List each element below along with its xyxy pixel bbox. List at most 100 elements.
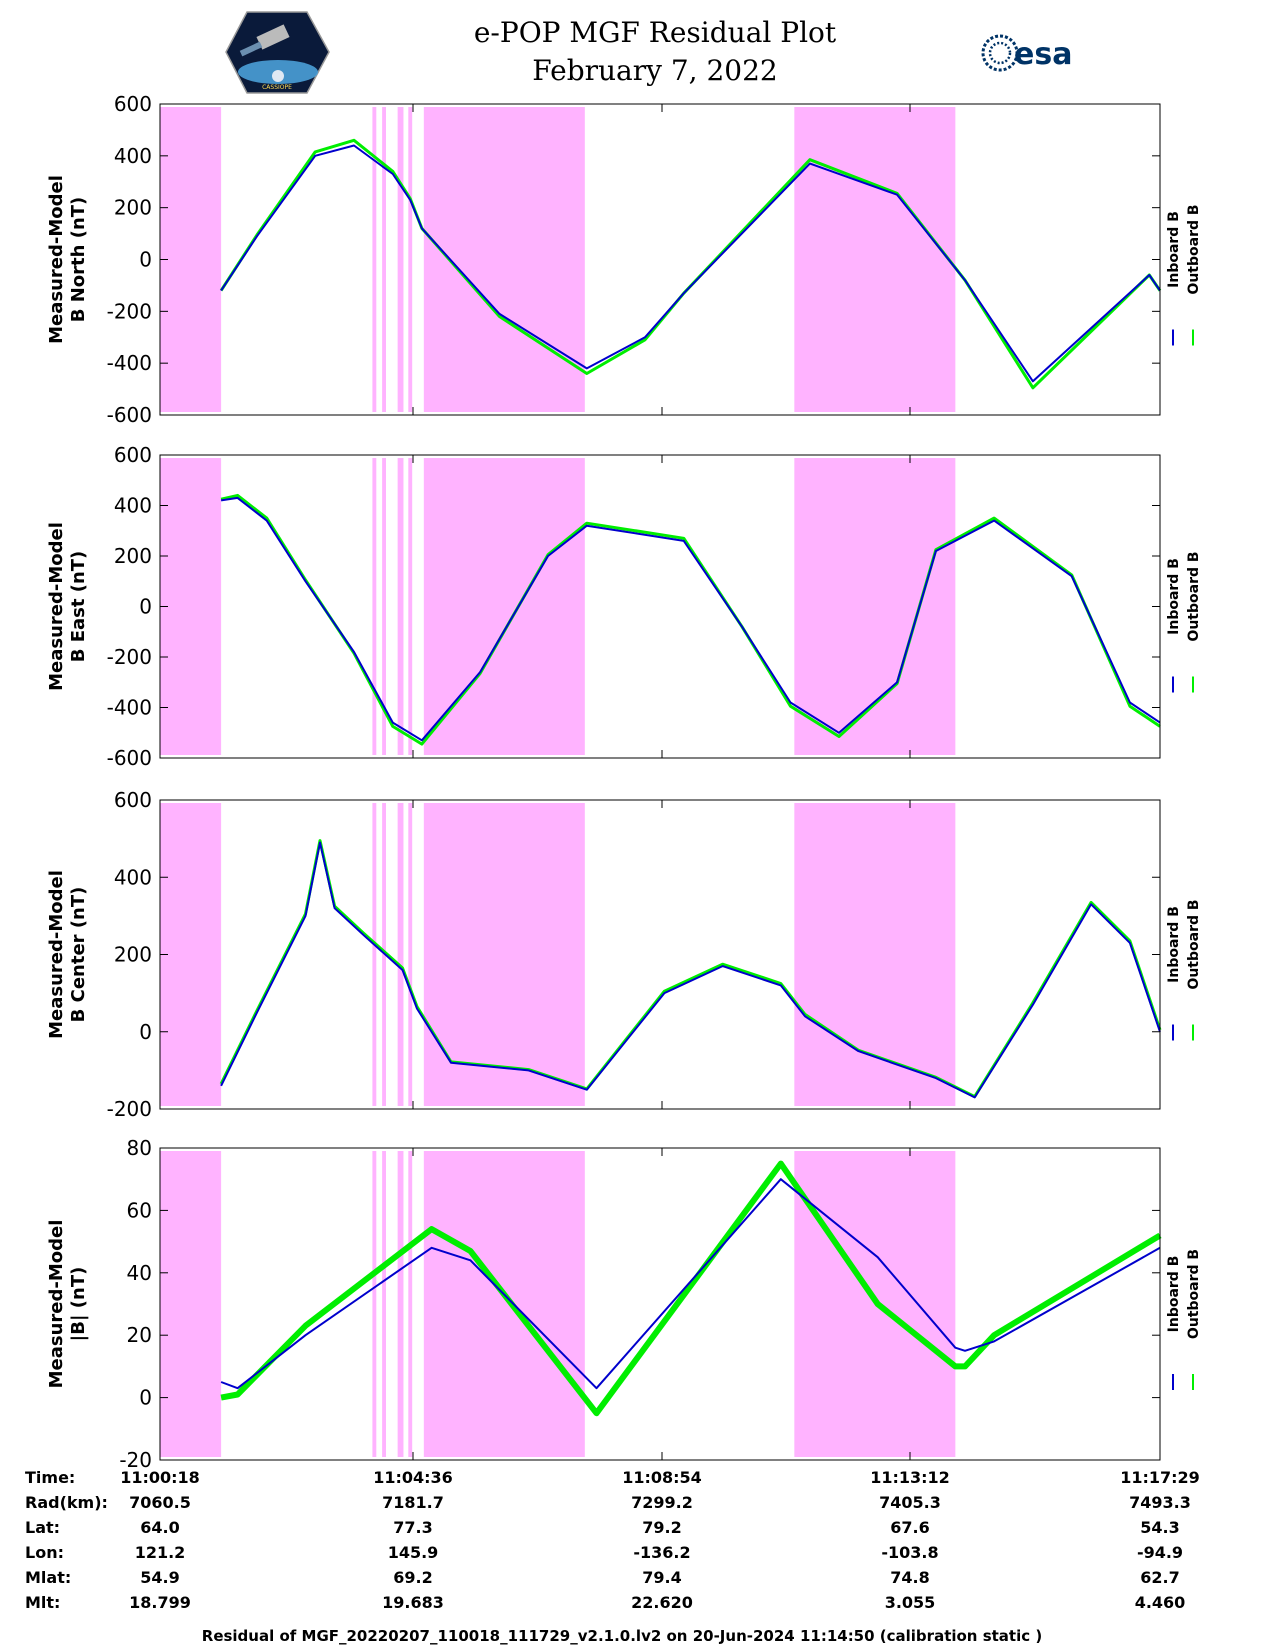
- y-tick-label: 400: [114, 494, 152, 518]
- shaded-interval: [397, 1151, 404, 1457]
- chart-panel-4: 80 60 40 20 0 -20 Measured-Model |B| (nT) Inboar…: [46, 1136, 1202, 1472]
- legend-outboard-label: Outboard B: [1186, 899, 1202, 989]
- info-cell: 67.6: [890, 1518, 929, 1537]
- info-cell: 64.0: [140, 1518, 179, 1537]
- shaded-interval: [372, 107, 377, 412]
- info-cell: -136.2: [633, 1543, 690, 1562]
- y-tick-label: 200: [114, 544, 152, 568]
- plot-frame: [159, 799, 1161, 1110]
- info-cell: 7060.5: [129, 1493, 191, 1512]
- legend: Inboard B Outboard B: [1166, 204, 1202, 346]
- inboard-series-line: [220, 841, 1161, 1099]
- plot-frame: [159, 1147, 1161, 1461]
- legend-outboard-label: Outboard B: [1186, 551, 1202, 641]
- y-axis-label: Measured-Model: [46, 870, 67, 1039]
- y-tick-label: -400: [107, 351, 152, 375]
- info-cell: 3.055: [885, 1593, 936, 1612]
- y-tick-label: 0: [139, 1020, 152, 1044]
- info-cell: 54.3: [1140, 1518, 1179, 1537]
- y-tick-label: -20: [119, 1448, 152, 1472]
- outboard-series-line: [220, 493, 1161, 746]
- info-row-label: Rad(km):: [25, 1493, 108, 1512]
- y-axis-label-units: |B| (nT): [68, 1267, 89, 1342]
- info-cell: 121.2: [135, 1543, 186, 1562]
- y-tick-label: -600: [107, 403, 152, 427]
- legend: Inboard B Outboard B: [1166, 551, 1202, 693]
- legend-inboard-label: Inboard B: [1166, 558, 1182, 635]
- y-tick-label: -200: [107, 1097, 152, 1121]
- y-tick-label: -400: [107, 696, 152, 720]
- shaded-interval: [372, 1151, 377, 1457]
- cassiope-logo-text: CASSIOPE: [262, 84, 292, 91]
- legend: Inboard B Outboard B: [1166, 899, 1202, 1041]
- legend-outboard-label: Outboard B: [1186, 1249, 1202, 1339]
- info-cell: 11:13:12: [870, 1468, 950, 1487]
- esa-logo: esa: [981, 34, 1072, 72]
- legend-outboard-label: Outboard B: [1186, 204, 1202, 294]
- cassiope-logo: CASSIOPE: [225, 11, 330, 94]
- shaded-interval: [160, 107, 222, 412]
- shaded-interval: [397, 107, 404, 412]
- y-axis-label-units: B North (nT): [68, 197, 89, 323]
- info-cell: 79.4: [642, 1568, 681, 1587]
- shaded-interval: [423, 803, 585, 1106]
- shaded-interval: [408, 1151, 413, 1457]
- info-cell: 74.8: [890, 1568, 929, 1587]
- shaded-interval: [794, 803, 956, 1106]
- info-cell: 145.9: [388, 1543, 439, 1562]
- header: CASSIOPE e-POP MGF Residual Plot Februar…: [225, 11, 1072, 94]
- y-axis-label: Measured-Model: [46, 522, 67, 691]
- inboard-series-line: [220, 144, 1161, 383]
- plot-frame: [159, 103, 1161, 416]
- info-cell: 11:08:54: [622, 1468, 702, 1487]
- info-row-label: Mlt:: [25, 1593, 60, 1612]
- info-cell: 11:00:18: [120, 1468, 200, 1487]
- chart-panel-1: 600 400 200 0 -200 -400 -600 Measured-Model B No…: [46, 92, 1202, 427]
- page-title: e-POP MGF Residual Plot: [474, 16, 837, 49]
- shaded-interval: [408, 107, 413, 412]
- y-tick-label: 600: [114, 788, 152, 812]
- legend: Inboard B Outboard B: [1166, 1249, 1202, 1390]
- info-row-label: Mlat:: [25, 1568, 71, 1587]
- info-row-label: Lat:: [25, 1518, 60, 1537]
- page-date: February 7, 2022: [532, 54, 777, 87]
- shaded-interval: [397, 803, 404, 1106]
- y-tick-label: 80: [127, 1136, 152, 1160]
- legend-inboard-label: Inboard B: [1166, 906, 1182, 983]
- shaded-interval: [372, 803, 377, 1106]
- chart-panel-2: 600 400 200 0 -200 -400 -600 Measured-Model B Ea…: [46, 443, 1202, 770]
- info-cell: -94.9: [1137, 1543, 1183, 1562]
- info-row-label: Time:: [25, 1468, 75, 1487]
- outboard-series-line: [219, 839, 1162, 1099]
- y-axis-label-units: B East (nT): [68, 551, 89, 663]
- info-cell: 4.460: [1135, 1593, 1186, 1612]
- y-tick-label: 0: [139, 248, 152, 272]
- shaded-interval: [382, 458, 386, 755]
- shaded-interval: [397, 458, 404, 755]
- y-tick-label: 40: [127, 1261, 152, 1285]
- shaded-interval: [382, 1151, 386, 1457]
- shaded-interval: [794, 107, 956, 412]
- info-cell: 7181.7: [382, 1493, 444, 1512]
- shaded-interval: [408, 458, 413, 755]
- y-axis-label: Measured-Model: [46, 175, 67, 344]
- shaded-interval: [160, 458, 222, 755]
- chart-panel-3: 600 400 200 0 -200 Measured-Model B Center (nT…: [46, 788, 1202, 1121]
- y-tick-label: -200: [107, 299, 152, 323]
- y-axis-label: Measured-Model: [46, 1220, 67, 1389]
- plot-frame: [159, 454, 1161, 759]
- shaded-interval: [794, 458, 956, 755]
- shaded-interval: [160, 1151, 222, 1457]
- y-tick-label: 400: [114, 144, 152, 168]
- shaded-interval: [382, 107, 386, 412]
- info-cell: 79.2: [642, 1518, 681, 1537]
- y-tick-label: 600: [114, 443, 152, 467]
- y-tick-label: -200: [107, 645, 152, 669]
- info-cell: 18.799: [129, 1593, 191, 1612]
- legend-inboard-label: Inboard B: [1166, 1256, 1182, 1333]
- info-cell: 7405.3: [879, 1493, 941, 1512]
- info-cell: 11:17:29: [1120, 1468, 1200, 1487]
- info-cell: 62.7: [1140, 1568, 1179, 1587]
- footer-caption: Residual of MGF_20220207_110018_111729_v…: [202, 1627, 1042, 1645]
- orbit-info-table: Time: Rad(km): Lat: Lon: Mlat: Mlt: 11:00:18 70…: [25, 1468, 1200, 1612]
